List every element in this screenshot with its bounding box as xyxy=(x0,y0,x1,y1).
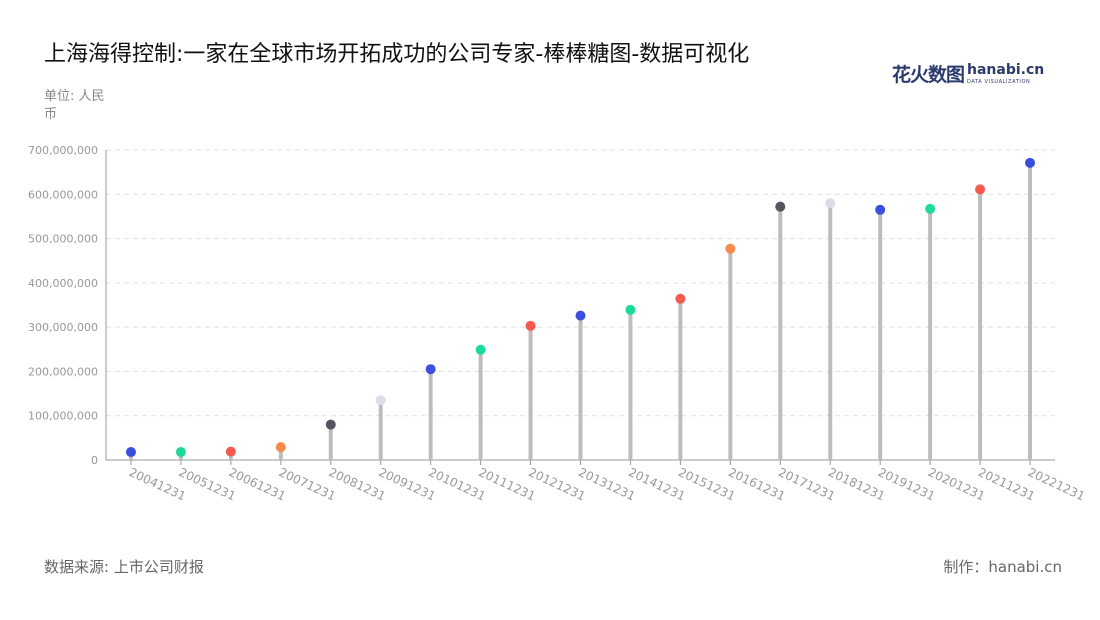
lollipop-dot xyxy=(625,304,636,315)
lollipop-dot xyxy=(375,395,386,406)
lollipop-dot xyxy=(275,442,286,453)
brand-logo-en: hanabi.cn xyxy=(967,62,1045,78)
chart-title: 上海海得控制:一家在全球市场开拓成功的公司专家-棒棒糖图-数据可视化 xyxy=(44,42,750,67)
lollipop-dot xyxy=(875,204,886,215)
lollipop-dot xyxy=(325,419,336,430)
y-tick-label: 400,000,000 xyxy=(28,277,98,290)
brand-logo: 花火数图 hanabi.cn DATA VISUALIZATION xyxy=(892,60,1045,88)
data-source: 数据来源: 上市公司财报 xyxy=(44,558,204,576)
y-tick-label: 700,000,000 xyxy=(28,144,98,157)
lollipop-dot xyxy=(575,310,586,321)
x-tick-label: 20171231 xyxy=(776,465,837,504)
lollipop-dot xyxy=(1025,157,1036,168)
lollipop-dot xyxy=(525,320,536,331)
y-tick-label: 0 xyxy=(91,454,98,467)
lollipop-dot xyxy=(775,201,786,212)
lollipop-dot xyxy=(975,184,986,195)
lollipop-dot xyxy=(925,203,936,214)
unit-label: 单位: 人民币 xyxy=(44,89,105,122)
brand-logo-cn: 花火数图 xyxy=(892,64,965,86)
lollipop-dot xyxy=(175,447,186,458)
y-tick-label: 600,000,000 xyxy=(28,188,98,201)
x-tick-label: 20091231 xyxy=(376,465,437,504)
lollipop-dot xyxy=(125,447,136,458)
credit-text: 制作：hanabi.cn xyxy=(943,558,1062,576)
lollipop-dot xyxy=(475,344,486,355)
x-tick-label: 20201231 xyxy=(926,465,987,504)
x-tick-label: 20121231 xyxy=(526,465,587,504)
lollipop-dot xyxy=(825,198,836,209)
brand-logo-sub: DATA VISUALIZATION xyxy=(967,79,1031,85)
y-tick-label: 100,000,000 xyxy=(28,410,98,423)
y-tick-label: 500,000,000 xyxy=(28,233,98,246)
y-tick-label: 200,000,000 xyxy=(28,365,98,378)
lollipop-dot xyxy=(425,364,436,375)
lollipop-dot xyxy=(225,446,236,457)
x-tick-label: 20221231 xyxy=(1026,465,1087,504)
y-tick-label: 300,000,000 xyxy=(28,321,98,334)
lollipop-dot xyxy=(675,293,686,304)
lollipop-dot xyxy=(725,243,736,254)
